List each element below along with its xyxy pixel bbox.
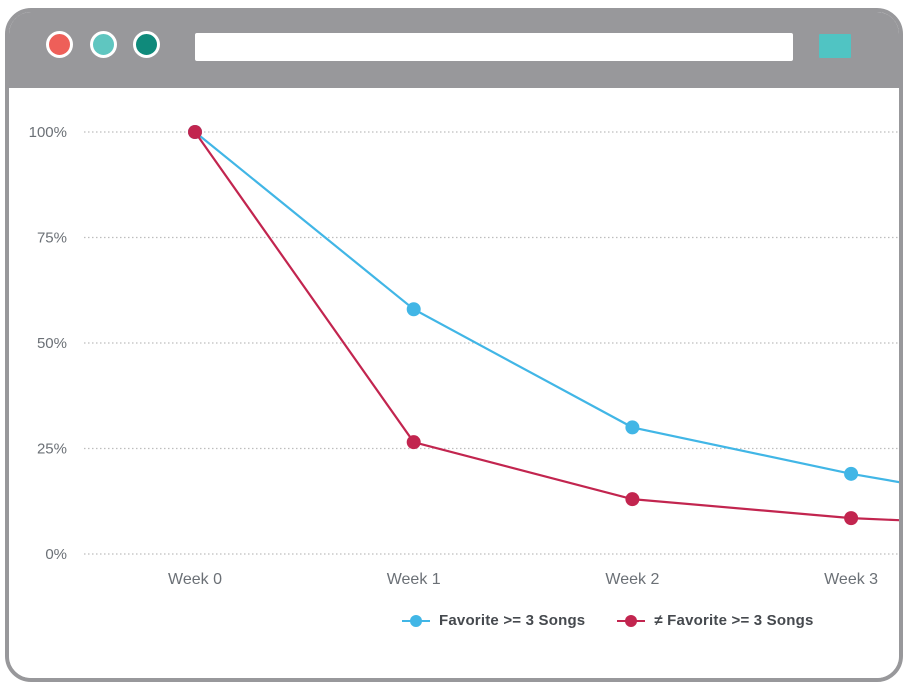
x-axis-tick-label: Week 2 <box>605 571 659 588</box>
browser-window: 0% 25% 50% 75% 100% Week 0 Week 1 Week 2 Week 3 … <box>5 8 903 682</box>
window-control-minimize-icon[interactable] <box>90 31 117 58</box>
data-point <box>406 302 421 317</box>
legend-label: ≠ Favorite >= 3 Songs <box>654 612 814 629</box>
window-control-close-icon[interactable] <box>46 31 73 58</box>
legend-label: Favorite >= 3 Songs <box>439 612 586 629</box>
series-line <box>194 131 899 484</box>
legend-item-not-favorite[interactable]: ≠ Favorite >= 3 Songs <box>617 612 813 629</box>
data-point <box>844 466 859 481</box>
legend-marker-blue-icon <box>402 614 430 628</box>
x-axis-tick-label: Week 0 <box>168 571 222 588</box>
chart-area: 0% 25% 50% 75% 100% Week 0 Week 1 Week 2 Week 3 … <box>9 88 899 678</box>
browser-titlebar <box>9 12 899 88</box>
browser-action-button[interactable] <box>819 34 851 58</box>
address-bar-input[interactable] <box>195 33 793 61</box>
data-point <box>625 492 640 507</box>
y-axis-tick-label: 75% <box>37 230 67 247</box>
legend-marker-red-icon <box>617 614 646 628</box>
y-axis-tick-label: 50% <box>37 335 67 352</box>
chart-legend: Favorite >= 3 Songs ≠ Favorite >= 3 Song… <box>402 612 814 629</box>
retention-line-chart: 0% 25% 50% 75% 100% Week 0 Week 1 Week 2 Week 3 <box>29 124 899 588</box>
x-axis-tick-label: Week 3 <box>824 571 878 588</box>
data-point <box>844 511 859 526</box>
y-axis-tick-label: 100% <box>29 124 67 141</box>
y-axis-tick-label: 25% <box>37 441 67 458</box>
legend-item-favorite[interactable]: Favorite >= 3 Songs <box>402 612 585 629</box>
y-axis-tick-label: 0% <box>45 546 67 563</box>
data-point <box>406 435 421 450</box>
data-point <box>625 420 640 435</box>
data-point <box>188 125 202 139</box>
x-axis-tick-label: Week 1 <box>387 571 441 588</box>
window-control-expand-icon[interactable] <box>133 31 160 58</box>
